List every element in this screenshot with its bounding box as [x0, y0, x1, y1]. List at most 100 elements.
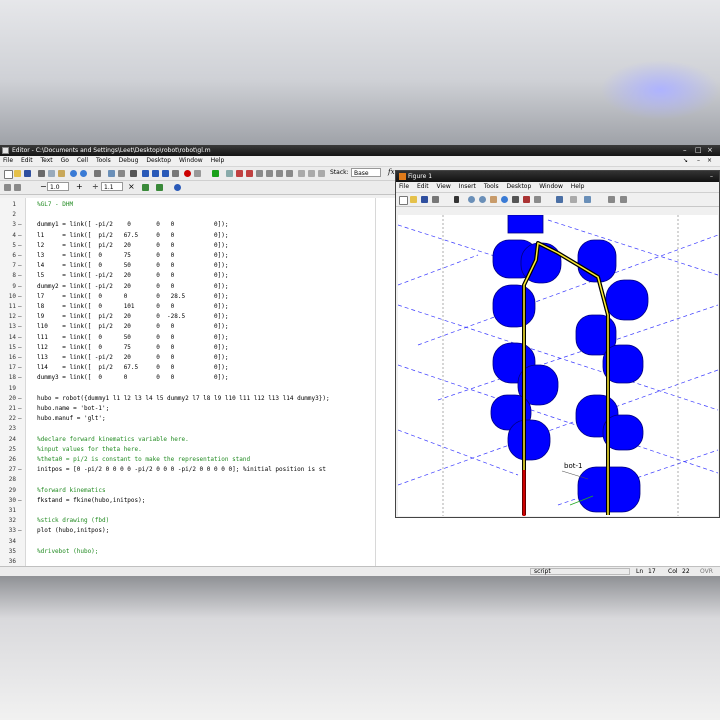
breakpoint-marker[interactable]: –	[18, 394, 22, 402]
breakpoint-marker[interactable]: –	[18, 272, 22, 280]
code-line[interactable]: 32 %stick drawing (fbd)	[0, 516, 720, 527]
find-binoculars-icon[interactable]	[130, 170, 137, 177]
save-icon[interactable]	[24, 170, 31, 177]
minimize-icon[interactable]: –	[683, 146, 687, 154]
increment-button[interactable]: +	[76, 182, 83, 191]
breakpoint-marker[interactable]: –	[18, 221, 22, 229]
code-line[interactable]: 11– l8 = link([ 0 101 0 0 0]);	[0, 302, 720, 313]
menu-tools[interactable]: Tools	[95, 157, 111, 164]
fig-menu-desktop[interactable]: Desktop	[506, 183, 532, 190]
code-line[interactable]: 7– l4 = link([ 0 50 0 0 0]);	[0, 261, 720, 272]
fx-button[interactable]: fx	[388, 168, 395, 176]
run-icon[interactable]	[212, 170, 219, 177]
link-icon[interactable]	[534, 196, 541, 203]
code-line[interactable]: 2	[0, 210, 720, 221]
plot-tools-icon[interactable]	[584, 196, 591, 203]
scale-field[interactable]: 1.1	[101, 182, 123, 191]
multiply-button[interactable]: ×	[128, 182, 135, 191]
code-line[interactable]: 5– l2 = link([ pi/2 20 0 0 0]);	[0, 241, 720, 252]
menu-help[interactable]: Help	[210, 157, 225, 164]
zoom-in-icon[interactable]	[468, 196, 475, 203]
breakpoint-marker[interactable]: –	[18, 303, 22, 310]
code-line[interactable]: 25 %input values for theta here.	[0, 445, 720, 456]
breakpoint-marker[interactable]: –	[18, 292, 22, 300]
breakpoint-icon[interactable]	[184, 170, 191, 177]
pan-icon[interactable]	[490, 196, 497, 203]
menu-go[interactable]: Go	[60, 157, 69, 164]
step-in-icon[interactable]	[236, 170, 243, 177]
breakpoint-marker[interactable]: –	[18, 343, 22, 351]
open-folder-icon[interactable]	[14, 170, 21, 177]
cell-icon[interactable]	[276, 170, 283, 177]
fig-save-icon[interactable]	[421, 196, 428, 203]
fig-menu-window[interactable]: Window	[539, 183, 563, 190]
code-line[interactable]: 10– l7 = link([ 0 0 0 28.5 0]);	[0, 292, 720, 303]
code-line[interactable]: 17– l14 = link([ pi/2 67.5 0 0 0]);	[0, 363, 720, 374]
code-line[interactable]: 22– hubo.manuf = 'glt';	[0, 414, 720, 425]
code-line[interactable]: 9– dummy2 = link([ -pi/2 20 0 0 0]);	[0, 282, 720, 293]
colorbar-icon[interactable]	[556, 196, 563, 203]
show-plot-tools-icon[interactable]	[620, 196, 627, 203]
fig-menu-view[interactable]: View	[436, 183, 451, 190]
fig-open-icon[interactable]	[410, 196, 417, 203]
redo-icon[interactable]	[80, 170, 87, 177]
code-line[interactable]: 28	[0, 475, 720, 486]
breakpoint-marker[interactable]: –	[18, 323, 22, 331]
robot-plot-axes[interactable]: bot-1	[398, 215, 718, 516]
find-icon[interactable]	[108, 170, 115, 177]
code-line[interactable]: 3– dummy1 = link([ -pi/2 0 0 0 0]);	[0, 220, 720, 231]
cell-eval-icon[interactable]	[286, 170, 293, 177]
figure-minimize-icon[interactable]: –	[710, 173, 713, 180]
stack-select[interactable]: Base	[351, 168, 381, 177]
function-list-icon[interactable]	[118, 170, 125, 177]
brush-icon[interactable]	[523, 196, 530, 203]
code-line[interactable]: 19	[0, 384, 720, 395]
data-cursor-icon[interactable]	[512, 196, 519, 203]
clear-breakpoints-icon[interactable]	[194, 170, 201, 177]
code-line[interactable]: 16– l13 = link([ -pi/2 20 0 0 0]);	[0, 353, 720, 364]
breakpoint-marker[interactable]: –	[18, 496, 22, 504]
go-to-icon[interactable]	[162, 170, 169, 177]
breakpoint-marker[interactable]: –	[18, 231, 22, 239]
code-line[interactable]: 4– l1 = link([ pi/2 67.5 0 0 0]);	[0, 231, 720, 242]
code-line[interactable]: 18– dummy3 = link([ 0 0 0 0 0]);	[0, 373, 720, 384]
menu-text[interactable]: Text	[40, 157, 53, 164]
breakpoint-marker[interactable]: –	[18, 252, 22, 259]
code-line[interactable]: 36	[0, 557, 720, 568]
code-line[interactable]: 27– initpos = [0 -pi/2 0 0 0 0 -pi/2 0 0 …	[0, 465, 720, 476]
hide-plot-tools-icon[interactable]	[608, 196, 615, 203]
code-line[interactable]: 24 %declare forward kinematics variable h…	[0, 435, 720, 446]
code-line[interactable]: 15– l12 = link([ 0 75 0 0 0]);	[0, 343, 720, 354]
code-line[interactable]: 12– l9 = link([ pi/2 20 0 -28.5 0]);	[0, 312, 720, 323]
fig-menu-file[interactable]: File	[399, 183, 410, 190]
breakpoint-marker[interactable]: –	[18, 354, 22, 361]
cut-icon[interactable]	[38, 170, 45, 177]
code-line[interactable]: 33– plot (hubo,initpos);	[0, 526, 720, 537]
split-icon[interactable]	[308, 170, 315, 177]
code-line[interactable]: 35 %drivebot (hubo);	[0, 547, 720, 558]
code-line[interactable]: 26 %theta0 = pi/2 is constant to make the…	[0, 455, 720, 466]
fig-print-icon[interactable]	[432, 196, 439, 203]
breakpoint-marker[interactable]: –	[18, 415, 22, 423]
divide-button[interactable]: ÷	[92, 182, 99, 191]
fig-menu-tools[interactable]: Tools	[483, 183, 499, 190]
code-line[interactable]: 23	[0, 424, 720, 435]
tile-icon[interactable]	[318, 170, 325, 177]
forward-icon[interactable]	[152, 170, 159, 177]
cell-prev-icon[interactable]	[14, 184, 21, 191]
breakpoint-marker[interactable]: –	[18, 282, 22, 290]
zoom-out-icon[interactable]	[479, 196, 486, 203]
menu-window[interactable]: Window	[179, 157, 203, 164]
increment-field[interactable]: 1.0	[47, 182, 69, 191]
menu-desktop[interactable]: Desktop	[146, 157, 172, 164]
menu-debug[interactable]: Debug	[118, 157, 139, 164]
exit-debug-icon[interactable]	[266, 170, 273, 177]
maximize-icon[interactable]: □	[695, 146, 702, 154]
close-icon[interactable]: ×	[707, 146, 713, 154]
fig-menu-insert[interactable]: Insert	[458, 183, 476, 190]
menu-file[interactable]: File	[3, 157, 14, 164]
code-line[interactable]: 34	[0, 537, 720, 548]
menu-edit[interactable]: Edit	[20, 157, 33, 164]
breakpoint-marker[interactable]: –	[18, 374, 22, 382]
doc-undock-icon[interactable]: ↘	[683, 157, 689, 164]
